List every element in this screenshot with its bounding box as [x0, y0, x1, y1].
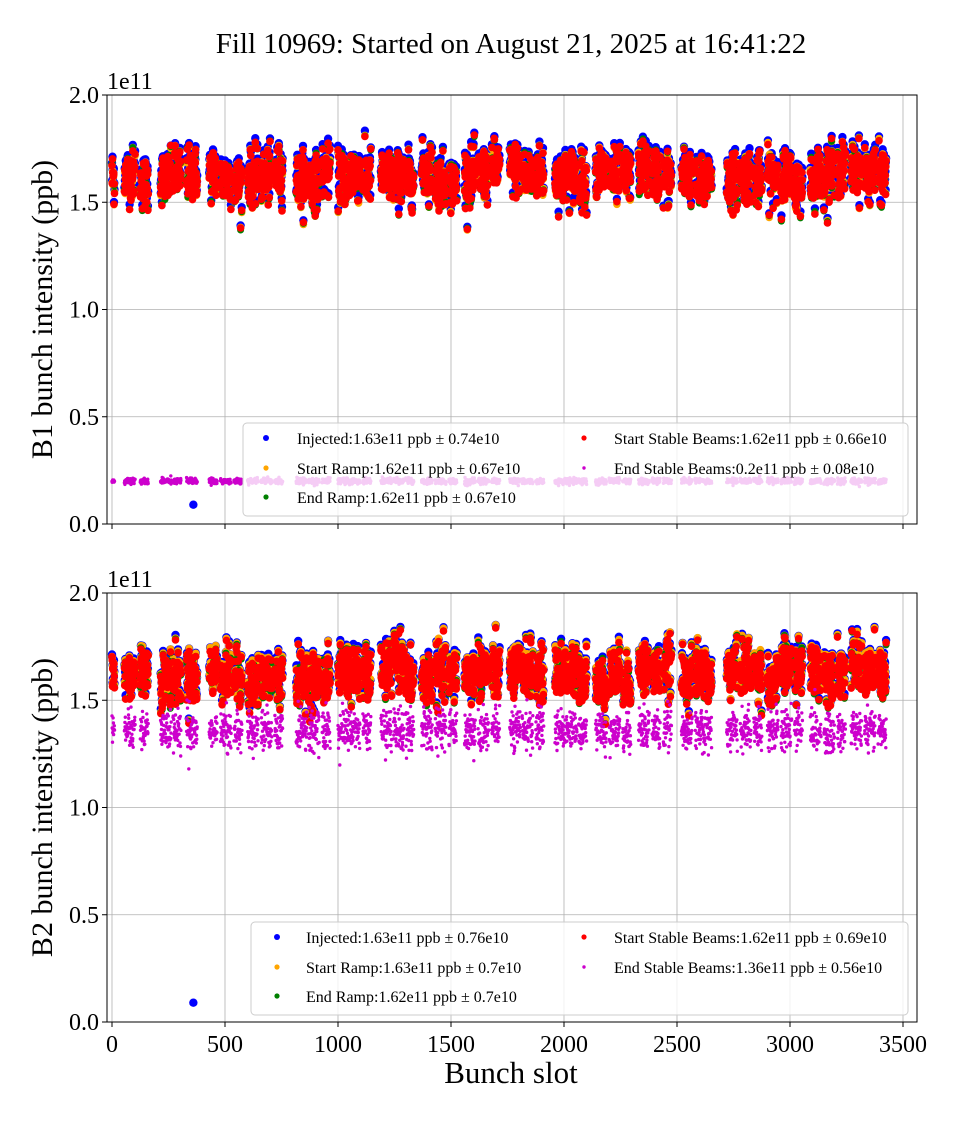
x-axis-label: Bunch slot: [444, 1055, 578, 1090]
chart-title: Fill 10969: Started on August 21, 2025 a…: [216, 28, 806, 60]
